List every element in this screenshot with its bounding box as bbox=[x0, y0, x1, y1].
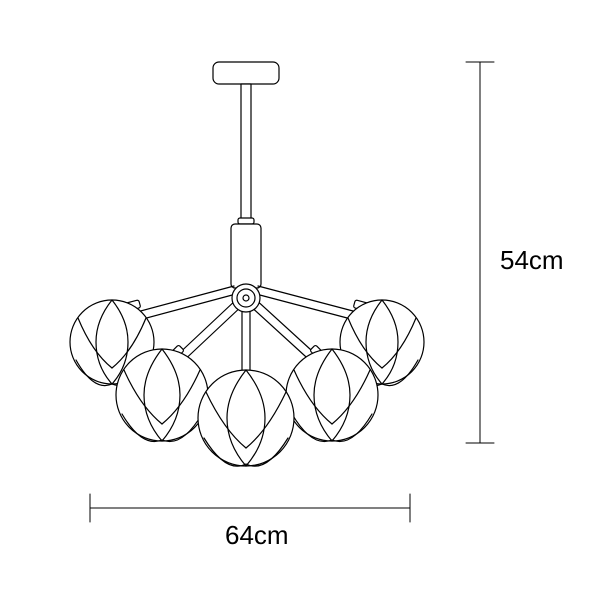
chandelier-line-drawing bbox=[0, 0, 600, 600]
collar bbox=[231, 224, 261, 288]
globe-front-left bbox=[116, 349, 208, 442]
globe-center bbox=[198, 370, 294, 466]
globe-front-right bbox=[286, 349, 378, 442]
dimension-width bbox=[90, 494, 410, 522]
canopy bbox=[213, 62, 279, 84]
stem-joint bbox=[238, 218, 254, 224]
dimension-width-label: 64cm bbox=[225, 520, 289, 551]
diagram-canvas: 64cm 54cm bbox=[0, 0, 600, 600]
arm-center bbox=[242, 306, 250, 372]
hub bbox=[232, 284, 260, 312]
dimension-height bbox=[466, 62, 494, 443]
dimension-height-label: 54cm bbox=[500, 245, 564, 276]
stem bbox=[241, 84, 251, 220]
